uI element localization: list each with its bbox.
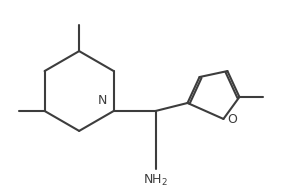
Text: O: O <box>228 113 237 126</box>
Text: N: N <box>97 94 107 107</box>
Text: NH$_2$: NH$_2$ <box>143 173 168 188</box>
